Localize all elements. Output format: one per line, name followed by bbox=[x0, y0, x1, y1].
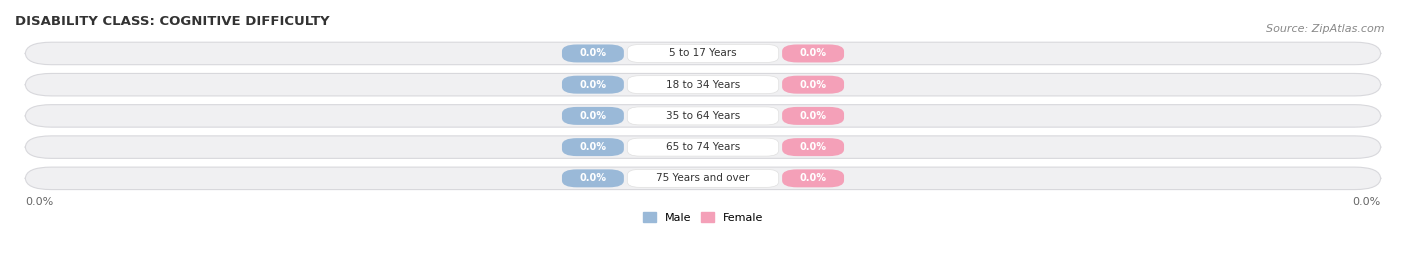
FancyBboxPatch shape bbox=[562, 44, 624, 62]
Text: 18 to 34 Years: 18 to 34 Years bbox=[666, 80, 740, 90]
Text: 75 Years and over: 75 Years and over bbox=[657, 173, 749, 183]
Text: 5 to 17 Years: 5 to 17 Years bbox=[669, 49, 737, 58]
FancyBboxPatch shape bbox=[782, 76, 844, 94]
FancyBboxPatch shape bbox=[627, 138, 779, 156]
FancyBboxPatch shape bbox=[562, 107, 624, 125]
Text: Source: ZipAtlas.com: Source: ZipAtlas.com bbox=[1267, 24, 1385, 34]
FancyBboxPatch shape bbox=[562, 138, 624, 156]
FancyBboxPatch shape bbox=[562, 76, 624, 94]
Text: 0.0%: 0.0% bbox=[25, 197, 53, 207]
Text: 0.0%: 0.0% bbox=[579, 173, 606, 183]
Text: 35 to 64 Years: 35 to 64 Years bbox=[666, 111, 740, 121]
FancyBboxPatch shape bbox=[25, 167, 1381, 189]
Text: 0.0%: 0.0% bbox=[800, 142, 827, 152]
FancyBboxPatch shape bbox=[25, 136, 1381, 158]
Text: 65 to 74 Years: 65 to 74 Years bbox=[666, 142, 740, 152]
FancyBboxPatch shape bbox=[627, 169, 779, 187]
Text: 0.0%: 0.0% bbox=[579, 49, 606, 58]
Text: 0.0%: 0.0% bbox=[800, 173, 827, 183]
Text: 0.0%: 0.0% bbox=[800, 49, 827, 58]
FancyBboxPatch shape bbox=[562, 169, 624, 187]
FancyBboxPatch shape bbox=[25, 105, 1381, 127]
Text: 0.0%: 0.0% bbox=[1353, 197, 1381, 207]
FancyBboxPatch shape bbox=[782, 138, 844, 156]
FancyBboxPatch shape bbox=[627, 44, 779, 62]
Text: 0.0%: 0.0% bbox=[579, 142, 606, 152]
FancyBboxPatch shape bbox=[782, 44, 844, 62]
Text: 0.0%: 0.0% bbox=[800, 111, 827, 121]
FancyBboxPatch shape bbox=[782, 107, 844, 125]
FancyBboxPatch shape bbox=[627, 107, 779, 125]
FancyBboxPatch shape bbox=[25, 42, 1381, 65]
Text: 0.0%: 0.0% bbox=[579, 111, 606, 121]
FancyBboxPatch shape bbox=[627, 76, 779, 94]
Text: DISABILITY CLASS: COGNITIVE DIFFICULTY: DISABILITY CLASS: COGNITIVE DIFFICULTY bbox=[15, 15, 329, 28]
FancyBboxPatch shape bbox=[782, 169, 844, 187]
Text: 0.0%: 0.0% bbox=[800, 80, 827, 90]
Text: 0.0%: 0.0% bbox=[579, 80, 606, 90]
Legend: Male, Female: Male, Female bbox=[638, 208, 768, 227]
FancyBboxPatch shape bbox=[25, 73, 1381, 96]
